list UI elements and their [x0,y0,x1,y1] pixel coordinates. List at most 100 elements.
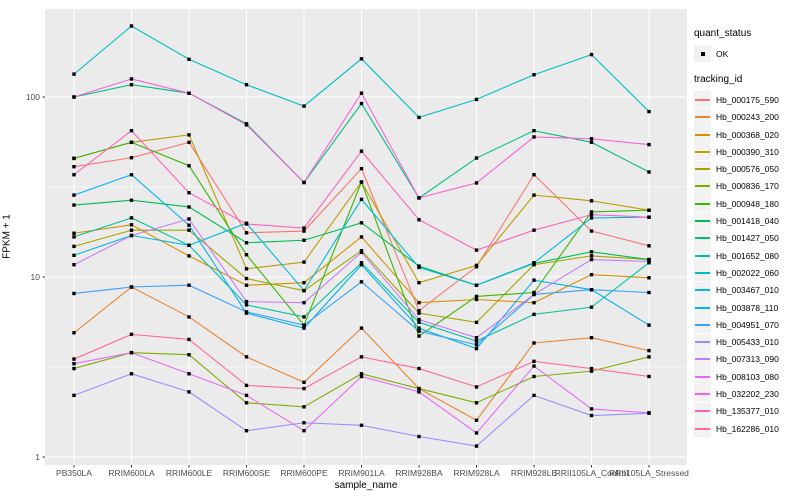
y-tick-label: 10 [31,272,41,282]
data-point [359,263,364,267]
data-point [129,128,134,133]
data-point [359,180,364,184]
data-point [72,393,76,398]
data-point [302,104,306,108]
legend-key-line [694,402,711,420]
data-point [589,137,594,141]
legend-key-line [694,108,711,126]
legend-item-label: Hb_001418_040 [716,216,779,227]
data-point [647,244,651,248]
data-point [589,140,594,145]
data-point [72,253,76,257]
data-point [647,208,651,212]
data-point [589,336,594,340]
data-point [302,226,306,230]
data-point [532,261,536,265]
data-point [302,229,306,233]
data-point [244,401,249,405]
data-point [359,149,364,153]
data-point [474,336,479,340]
data-point [187,91,191,95]
x-tick-label: PB350LA [56,468,92,478]
data-point [302,326,306,330]
data-point [359,326,364,330]
x-tick-label: RRII105LA_Stressed [609,468,689,478]
data-point [72,235,76,239]
legend-line-swatch [695,271,710,274]
legend-key-line [694,264,711,282]
data-point [302,380,306,385]
data-point [187,205,191,209]
data-point [359,250,364,255]
legend-item-tracking-id: Hb_000368_020 [694,126,800,144]
x-tick-label: RRIM901LA [338,468,385,478]
legend-tracking-id-items: Hb_000175_590 Hb_000243_200 Hb_000368_020 H… [694,91,800,438]
data-point [359,374,364,379]
data-point [72,164,76,169]
legend-line-swatch [695,220,710,223]
data-point [302,428,306,433]
data-point [359,261,364,265]
data-point [647,170,651,174]
data-point [589,288,594,292]
data-point [474,283,479,287]
legend: quant_status OK tracking_id Hb_000175_59… [694,0,800,438]
data-point [72,361,76,366]
legend-item-label: Hb_000368_020 [716,129,779,140]
data-point [589,212,594,217]
legend-item-tracking-id: Hb_000243_200 [694,108,800,126]
data-point [532,73,536,77]
legend-item-label: Hb_001652_080 [716,250,779,261]
legend-item-label: Hb_000175_590 [716,94,779,105]
legend-item-tracking-id: Hb_000576_050 [694,160,800,178]
legend-item-tracking-id: Hb_003467_010 [694,281,800,299]
legend-item-tracking-id: Hb_007313_090 [694,350,800,368]
legend-line-swatch [695,254,710,257]
data-point [589,369,594,373]
legend-key-line [694,143,711,161]
data-point [474,320,479,325]
data-point [532,374,536,379]
data-point [359,355,364,359]
data-point [302,300,306,305]
data-point [244,283,249,287]
data-point [417,320,421,325]
legend-line-swatch [695,116,710,119]
data-point [244,231,249,235]
legend-line-swatch [695,358,710,361]
legend-item-tracking-id: Hb_008103_080 [694,368,800,386]
data-point [474,339,479,343]
data-point [302,405,306,409]
data-point [359,235,364,239]
legend-item-label: OK [716,48,729,59]
data-point [302,280,306,285]
data-point [72,291,76,296]
data-point [72,244,76,249]
data-point [129,372,134,376]
data-point [474,385,479,389]
legend-item-label: Hb_005433_010 [716,337,779,348]
legend-item-label: Hb_003467_010 [716,285,779,296]
data-point [187,372,191,376]
data-point [647,323,651,327]
data-point [187,337,191,342]
data-point [532,290,536,295]
legend-key-line [694,333,711,351]
data-point [302,180,306,185]
data-point [129,83,134,87]
y-axis-title: FPKM + 1 [1,214,13,259]
data-point [187,254,191,258]
data-point [244,253,249,257]
data-point [647,215,651,219]
data-point [417,366,421,371]
data-point [647,257,651,262]
legend-key-line [694,299,711,316]
data-point [474,343,479,347]
data-point [359,280,364,284]
data-point [129,228,134,232]
data-point [532,128,536,133]
data-point [589,272,594,277]
data-point [187,217,191,221]
data-point [187,283,191,287]
data-point [72,203,76,207]
